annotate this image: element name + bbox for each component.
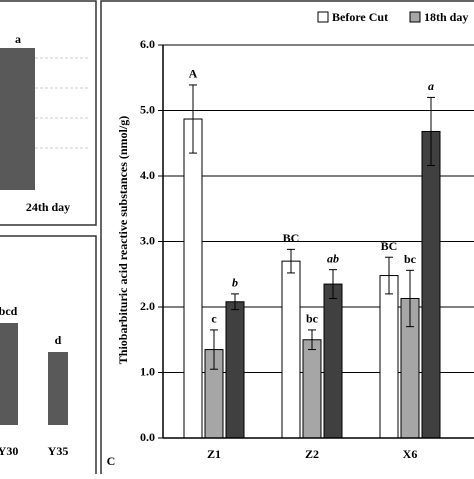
legend-swatch	[409, 11, 421, 23]
x-tick-label: Y30	[0, 444, 18, 458]
x-tick-label: Y35	[48, 444, 69, 458]
y-axis-label: Thiobarbituric acid reactive substances …	[116, 116, 130, 364]
bar	[183, 118, 203, 439]
y-tick-label: 2.0	[140, 299, 155, 313]
bar	[421, 130, 441, 439]
bar-letter: a	[428, 79, 434, 93]
y-tick-label: 0.0	[140, 430, 155, 444]
bar	[379, 275, 399, 439]
bar-letter: a	[15, 32, 21, 46]
bar-letter: A	[189, 67, 198, 81]
x-tick-label: Z2	[305, 447, 319, 461]
bar-letter: bc	[306, 312, 319, 326]
panel-letter: C	[107, 454, 116, 468]
bar-letter: BC	[381, 239, 398, 253]
bar-letter: bc	[404, 252, 417, 266]
legend-label: 18th day	[424, 10, 468, 24]
x-tick-label: Z1	[207, 447, 221, 461]
y-tick-label: 1.0	[140, 364, 155, 378]
panel-frame	[0, 0, 97, 226]
side-bar	[0, 48, 35, 190]
side-bar	[0, 323, 18, 425]
y-tick-label: 3.0	[140, 233, 155, 247]
bar-letter: ab	[327, 251, 339, 265]
bar	[302, 339, 322, 439]
bar-letter: bcd	[0, 304, 18, 318]
x-tick-label: 24th day	[26, 200, 70, 214]
y-tick-label: 5.0	[140, 102, 155, 116]
y-tick-label: 4.0	[140, 168, 155, 182]
bar-letter: b	[232, 276, 238, 290]
legend-swatch	[317, 11, 329, 23]
y-tick-label: 6.0	[140, 37, 155, 51]
side-bar	[48, 352, 68, 425]
legend-label: Before Cut	[332, 10, 388, 24]
bar-letter: d	[55, 333, 62, 347]
bar	[281, 260, 301, 439]
bar	[323, 283, 343, 439]
bar-letter: BC	[283, 231, 300, 245]
x-tick-label: X6	[403, 447, 418, 461]
bar-letter: c	[211, 312, 217, 326]
bar	[225, 301, 245, 439]
